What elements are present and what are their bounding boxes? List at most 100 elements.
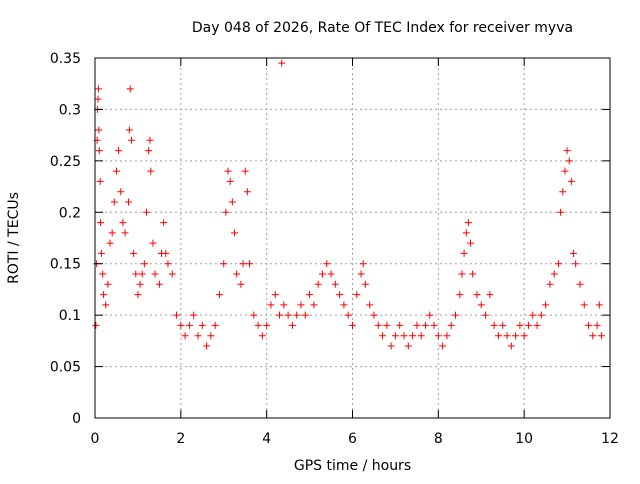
data-point [456, 291, 464, 299]
data-point [597, 332, 605, 340]
y-tick-label: 0.05 [50, 360, 81, 376]
data-point [246, 260, 253, 268]
data-point [237, 280, 245, 288]
data-point [119, 219, 127, 227]
data-point [469, 270, 477, 278]
data-point [181, 332, 189, 340]
data-point [168, 270, 176, 278]
data-point [462, 229, 470, 237]
data-point [301, 311, 309, 319]
data-point [460, 249, 468, 257]
data-point [499, 321, 507, 329]
data-point [452, 311, 459, 319]
data-point [127, 136, 135, 144]
data-point [106, 239, 114, 247]
data-point [340, 301, 348, 309]
data-point [112, 167, 120, 175]
data-point [239, 260, 247, 268]
data-point [145, 147, 153, 155]
data-point [533, 321, 541, 329]
data-point [115, 147, 123, 155]
data-point [473, 291, 481, 299]
data-point [126, 85, 134, 93]
data-point [220, 260, 228, 268]
data-point [280, 301, 288, 309]
data-point [559, 188, 567, 196]
data-point [512, 332, 520, 340]
data-point [95, 147, 103, 155]
data-point [561, 167, 569, 175]
data-point [503, 332, 511, 340]
data-point [413, 321, 421, 329]
data-point [138, 270, 146, 278]
data-point [288, 321, 296, 329]
x-tick-label: 0 [91, 431, 100, 447]
data-point [482, 311, 490, 319]
data-point [494, 332, 502, 340]
data-point [359, 260, 367, 268]
data-point [222, 208, 230, 216]
data-point [391, 332, 399, 340]
data-point [567, 177, 575, 185]
data-point [331, 280, 339, 288]
data-point [104, 280, 112, 288]
data-point [570, 249, 578, 257]
data-point [241, 167, 249, 175]
data-point [263, 321, 271, 329]
data-point [507, 342, 515, 350]
data-point [404, 342, 412, 350]
data-point [140, 260, 148, 268]
data-point [336, 291, 344, 299]
data-point [447, 321, 455, 329]
data-point [383, 321, 391, 329]
data-point [589, 332, 597, 340]
data-point [94, 95, 102, 103]
data-point [224, 167, 232, 175]
data-point [409, 332, 417, 340]
data-point [327, 270, 335, 278]
data-point [254, 321, 262, 329]
data-point [149, 239, 157, 247]
data-point [555, 260, 562, 268]
data-point [258, 332, 266, 340]
data-point [215, 291, 223, 299]
data-point [379, 332, 387, 340]
data-point [310, 301, 318, 309]
data-point [370, 311, 378, 319]
data-point [117, 188, 125, 196]
data-point [353, 291, 361, 299]
data-point [173, 311, 181, 319]
data-point [121, 229, 129, 237]
data-point [537, 311, 545, 319]
data-point [151, 270, 159, 278]
data-point [297, 301, 305, 309]
data-point [108, 229, 116, 237]
data-point [124, 198, 132, 206]
data-point [211, 321, 219, 329]
data-point [439, 342, 447, 350]
data-point [162, 249, 170, 257]
chart-title: Day 048 of 2026, Rate Of TEC Index for r… [192, 20, 573, 36]
data-point [357, 270, 365, 278]
data-point [164, 260, 172, 268]
data-point [194, 332, 202, 340]
data-point [417, 332, 425, 340]
data-point [132, 270, 140, 278]
data-point [134, 291, 142, 299]
data-point [516, 321, 524, 329]
data-point [490, 321, 498, 329]
data-point [230, 229, 238, 237]
x-axis-label: GPS time / hours [294, 458, 411, 474]
x-tick-label: 6 [348, 431, 357, 447]
data-point [563, 147, 571, 155]
data-point [520, 332, 528, 340]
data-point [400, 332, 408, 340]
grid [95, 58, 610, 418]
data-point [250, 311, 258, 319]
data-point [349, 321, 356, 329]
data-point [293, 311, 301, 319]
x-tick-label: 12 [601, 431, 619, 447]
axis-ticks: 0 2 4 6 8 10 12 0 0.05 0.1 0.15 0.2 0.25 0.3 0.35 [50, 51, 619, 447]
